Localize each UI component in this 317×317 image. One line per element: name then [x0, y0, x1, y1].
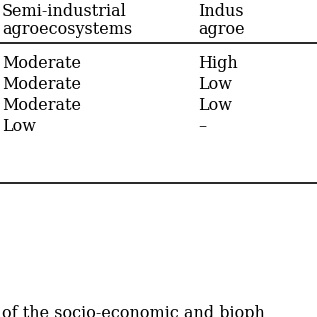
- Text: of the socio-economic and bioph: of the socio-economic and bioph: [2, 305, 265, 317]
- Text: agroecosystems: agroecosystems: [2, 21, 132, 38]
- Text: Low: Low: [198, 76, 232, 93]
- Text: Semi-industrial: Semi-industrial: [2, 3, 127, 20]
- Text: High: High: [198, 55, 238, 72]
- Text: Low: Low: [2, 118, 36, 135]
- Text: Moderate: Moderate: [2, 76, 81, 93]
- Text: Moderate: Moderate: [2, 97, 81, 114]
- Text: Low: Low: [198, 97, 232, 114]
- Text: Moderate: Moderate: [2, 55, 81, 72]
- Text: Indus: Indus: [198, 3, 244, 20]
- Text: agroe: agroe: [198, 21, 245, 38]
- Text: –: –: [198, 118, 206, 135]
